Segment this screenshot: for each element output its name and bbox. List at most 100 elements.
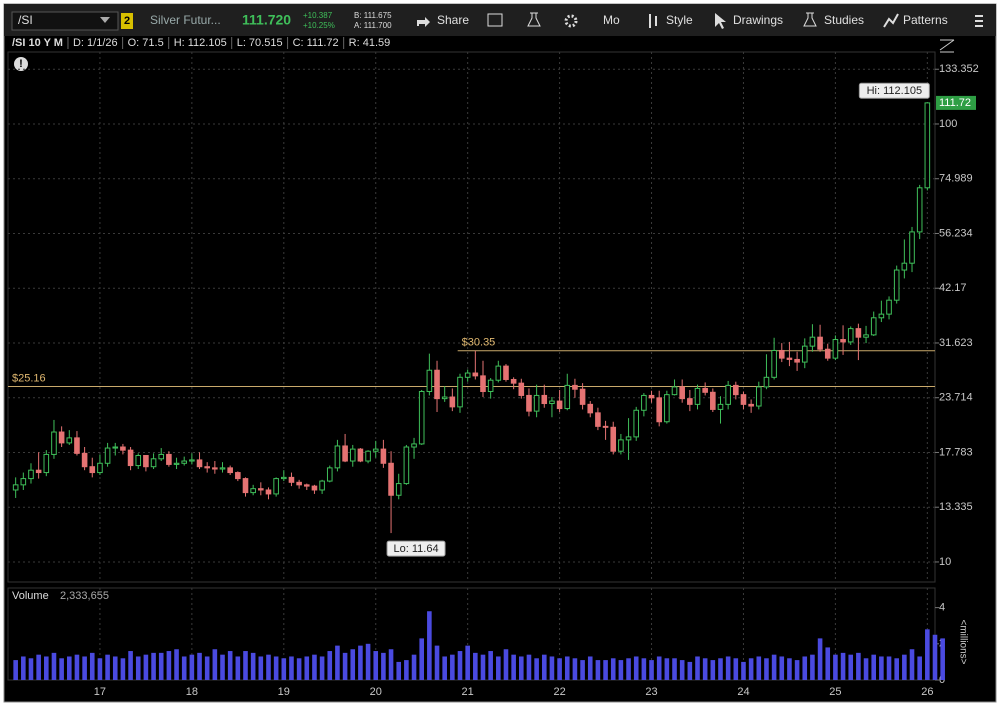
volume-bar: [557, 658, 562, 680]
volume-bar: [419, 638, 425, 680]
scale-icon[interactable]: [939, 39, 955, 53]
info-item: O: 71.5: [128, 37, 164, 49]
change: +10.387: [303, 11, 333, 20]
candle-body: [656, 397, 662, 423]
menu-icon[interactable]: [975, 15, 983, 27]
x-tick-label: 19: [278, 686, 290, 698]
candle-body: [503, 365, 509, 380]
volume-bar: [756, 656, 762, 680]
volume-bar: [825, 647, 831, 680]
volume-bar: [541, 654, 547, 680]
volume-bar: [656, 656, 662, 680]
candle-body: [143, 455, 149, 468]
candle-body: [112, 446, 119, 449]
volume-bar: [105, 654, 110, 680]
candle-body: [878, 313, 885, 319]
volume-bar: [465, 645, 470, 680]
x-tick-label: 26: [921, 686, 933, 698]
candle-body: [725, 384, 731, 405]
button[interactable]: Studies: [824, 13, 864, 27]
volume-bar: [304, 656, 310, 680]
candle-body: [227, 467, 233, 474]
lab-icon[interactable]: [527, 12, 541, 27]
volume-bar: [13, 660, 18, 680]
style-icon[interactable]: [649, 14, 657, 28]
candle-body: [104, 447, 111, 464]
candle-body: [242, 478, 249, 494]
info-item: L: 70.515: [237, 37, 283, 49]
candle-body: [664, 394, 670, 423]
button[interactable]: Drawings: [733, 13, 783, 27]
button[interactable]: Patterns: [903, 13, 948, 27]
share-icon[interactable]: [417, 17, 430, 27]
volume-bar: [82, 656, 87, 680]
candle-body: [296, 481, 302, 486]
volume-bar: [710, 660, 716, 680]
candle-body: [641, 394, 647, 411]
button[interactable]: Share: [437, 13, 469, 27]
volume-bar: [365, 643, 371, 680]
volume-bar: [840, 652, 846, 680]
dropdown-icon[interactable]: [100, 17, 110, 23]
volume-bar: [879, 656, 884, 680]
y-tick-label: 17.783: [939, 446, 973, 458]
candle-body: [618, 439, 624, 452]
candle-body: [135, 455, 142, 467]
ask: A: 111.700: [354, 21, 392, 30]
alert-icon[interactable]: [14, 57, 28, 71]
volume-bar: [404, 660, 409, 680]
layout-icon[interactable]: [487, 13, 503, 27]
candle-body: [518, 382, 525, 396]
volume-bar: [771, 654, 777, 680]
candle-body: [181, 460, 188, 464]
bid: B: 111.675: [354, 11, 392, 20]
volume-bar: [725, 656, 731, 680]
symbol-box[interactable]: [11, 11, 119, 31]
volume-bar: [702, 658, 708, 680]
gear-icon[interactable]: [564, 14, 578, 28]
candle-body: [395, 483, 402, 496]
last-price-tag: [936, 95, 976, 110]
volume-bar: [66, 656, 72, 680]
x-tick-label: 22: [553, 686, 565, 698]
volume-bar: [44, 656, 49, 680]
y-tick-label: 100: [939, 118, 957, 130]
button[interactable]: Mo: [603, 13, 620, 27]
y-tick-label: 13.335: [939, 501, 973, 513]
candle-body: [847, 328, 854, 343]
volume-bar: [450, 654, 455, 680]
volume-bar: [327, 651, 333, 680]
x-tick-label: 25: [829, 686, 841, 698]
volume-bar: [572, 658, 578, 680]
cursor-icon[interactable]: [715, 13, 726, 29]
candle-body: [166, 453, 172, 465]
candle-body: [35, 469, 42, 474]
volume-bar: [909, 649, 915, 680]
candle-body: [441, 396, 448, 400]
volume-bar: [197, 652, 202, 680]
button[interactable]: Style: [666, 13, 693, 27]
toolbar: [4, 4, 996, 36]
y-tick-label: 42.17: [939, 282, 967, 294]
volume-bar: [886, 656, 892, 680]
volume-bar: [534, 658, 539, 680]
candle-body: [801, 345, 808, 363]
y-tick-label: 23.714: [939, 392, 973, 404]
candle-body: [610, 426, 617, 452]
candle-body: [702, 387, 708, 393]
candle-body: [549, 400, 555, 405]
candle-body: [924, 102, 931, 189]
volume-bar: [289, 656, 294, 680]
candle-body: [349, 448, 356, 462]
candle-body: [832, 339, 839, 359]
studies-icon[interactable]: [803, 12, 817, 27]
candle-body: [487, 379, 494, 393]
volume-bar: [319, 656, 325, 680]
volume-bar: [856, 652, 861, 680]
volume-bar: [281, 658, 287, 680]
candle-body: [733, 384, 739, 396]
candle-body: [434, 369, 440, 400]
patterns-icon[interactable]: [883, 13, 899, 28]
x-tick-label: 23: [645, 686, 657, 698]
volume-bar: [917, 656, 922, 680]
